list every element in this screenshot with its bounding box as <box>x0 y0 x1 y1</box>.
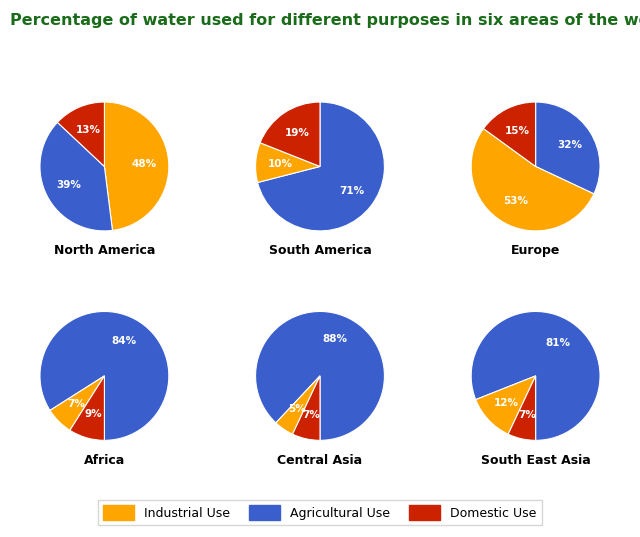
Text: 81%: 81% <box>545 338 570 348</box>
Title: South America: South America <box>269 244 371 257</box>
Wedge shape <box>292 376 320 440</box>
Text: 84%: 84% <box>111 336 136 346</box>
Title: North America: North America <box>54 244 155 257</box>
Wedge shape <box>508 376 536 440</box>
Text: 13%: 13% <box>76 125 101 135</box>
Wedge shape <box>536 102 600 194</box>
Text: 7%: 7% <box>67 399 85 409</box>
Text: 39%: 39% <box>56 179 81 190</box>
Text: 7%: 7% <box>302 410 320 420</box>
Text: 10%: 10% <box>268 159 292 169</box>
Text: 48%: 48% <box>132 159 157 169</box>
Wedge shape <box>471 311 600 440</box>
Text: 9%: 9% <box>84 409 102 419</box>
Title: South East Asia: South East Asia <box>481 454 591 467</box>
Wedge shape <box>40 311 169 440</box>
Title: Central Asia: Central Asia <box>277 454 363 467</box>
Wedge shape <box>104 102 169 230</box>
Wedge shape <box>257 102 385 231</box>
Wedge shape <box>483 102 536 166</box>
Wedge shape <box>70 376 104 440</box>
Text: 12%: 12% <box>494 398 519 408</box>
Title: Europe: Europe <box>511 244 560 257</box>
Text: Percentage of water used for different purposes in six areas of the world.: Percentage of water used for different p… <box>10 13 640 28</box>
Text: 15%: 15% <box>505 126 530 136</box>
Wedge shape <box>476 376 536 434</box>
Wedge shape <box>40 122 113 231</box>
Text: 53%: 53% <box>503 196 528 206</box>
Wedge shape <box>471 128 594 231</box>
Wedge shape <box>255 311 385 440</box>
Wedge shape <box>260 102 320 166</box>
Wedge shape <box>255 143 320 183</box>
Wedge shape <box>58 102 104 166</box>
Wedge shape <box>50 376 104 430</box>
Legend: Industrial Use, Agricultural Use, Domestic Use: Industrial Use, Agricultural Use, Domest… <box>98 500 542 525</box>
Text: 5%: 5% <box>289 404 307 414</box>
Title: Africa: Africa <box>84 454 125 467</box>
Text: 19%: 19% <box>285 128 310 139</box>
Text: 32%: 32% <box>557 140 582 150</box>
Wedge shape <box>276 376 320 434</box>
Text: 71%: 71% <box>339 186 364 196</box>
Text: 7%: 7% <box>518 410 536 420</box>
Text: 88%: 88% <box>322 334 348 344</box>
